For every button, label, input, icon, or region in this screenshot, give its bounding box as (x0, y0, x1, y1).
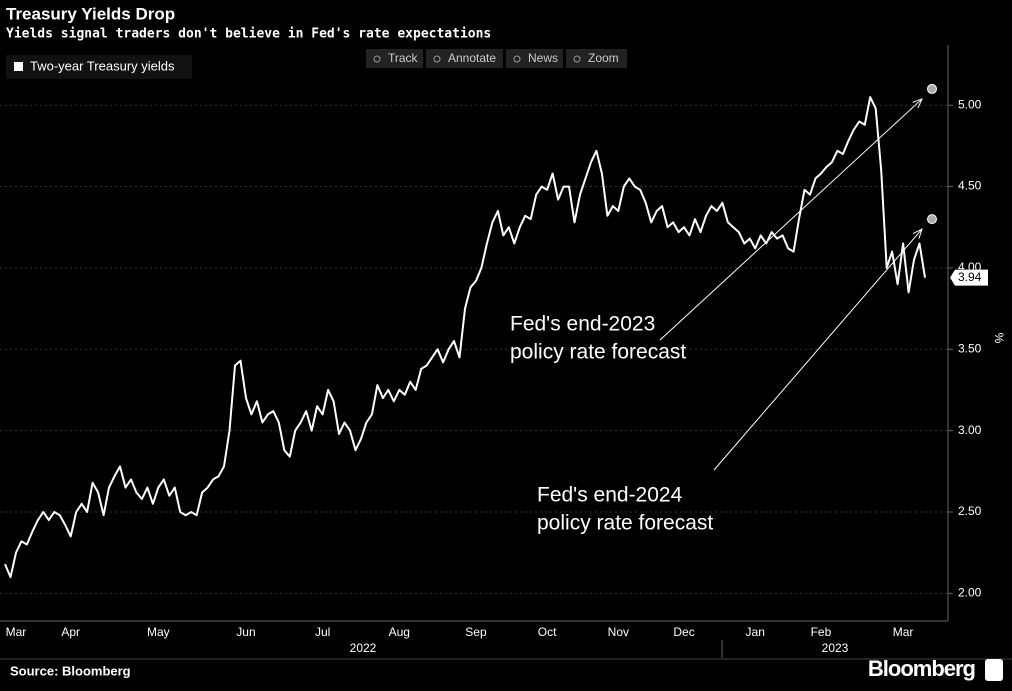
x-tick-label: Jul (315, 625, 330, 639)
year-label: 2023 (822, 641, 849, 655)
legend: Two-year Treasury yields (6, 55, 192, 79)
button-label: Track (388, 51, 419, 65)
year-label: 2022 (350, 641, 377, 655)
last-value-label: 3.94 (958, 270, 982, 284)
source: Source: Bloomberg (10, 663, 131, 678)
x-tick-label: Sep (465, 625, 487, 639)
button-icon (373, 55, 381, 63)
y-tick-label: 2.00 (958, 586, 982, 600)
y-tick-label: 3.00 (958, 423, 982, 437)
legend-swatch (14, 62, 23, 71)
button-bg (566, 49, 627, 68)
arrow-head (912, 98, 923, 109)
y-tick-label: 5.00 (958, 97, 982, 111)
toolbar-button[interactable]: Track (366, 49, 423, 68)
x-tick-label: Aug (389, 625, 410, 639)
button-icon (513, 55, 521, 63)
x-tick-label: Nov (608, 625, 629, 639)
series-line (4, 96, 926, 579)
y-tick-label: 3.50 (958, 341, 982, 355)
toolbar: Track Annotate News Zoom (366, 49, 627, 68)
annotation-arrow (659, 98, 923, 341)
forecast-point (927, 214, 937, 225)
x-tick-label: Oct (538, 625, 557, 639)
chart-title: Treasury Yields Drop (6, 4, 175, 23)
toolbar-button[interactable]: Zoom (566, 49, 627, 68)
button-bg (426, 49, 503, 68)
legend-box (6, 55, 192, 79)
brand-logo: Bloomberg (868, 656, 975, 681)
y-axis-label: % (992, 333, 1006, 344)
x-tick-label: Dec (673, 625, 694, 639)
x-tick-label: May (147, 625, 170, 639)
button-bg (366, 49, 423, 68)
x-tick-label: Feb (811, 625, 832, 639)
x-tick-label: Mar (893, 625, 914, 639)
last-value-box (950, 269, 988, 286)
annotation-text: policy rate forecast (537, 512, 713, 535)
y-tick-label: 2.50 (958, 504, 982, 518)
annotation-arrow (713, 228, 923, 471)
button-label: News (528, 51, 558, 65)
button-bg (506, 49, 563, 68)
legend-label: Two-year Treasury yields (30, 58, 175, 73)
annotation-text: Fed's end-2024 (537, 484, 683, 507)
annotation-text: policy rate forecast (510, 341, 686, 364)
annotation-text: Fed's end-2023 (510, 313, 655, 336)
button-label: Zoom (588, 51, 619, 65)
arrow-head (912, 228, 923, 239)
x-tick-label: Mar (6, 625, 27, 639)
chart-subtitle: Yields signal traders don't believe in F… (6, 27, 491, 42)
toolbar-button[interactable]: Annotate (426, 49, 503, 68)
x-tick-label: Apr (61, 625, 80, 639)
button-label: Annotate (448, 51, 496, 65)
button-icon (573, 55, 581, 63)
button-icon (433, 55, 441, 63)
x-tick-label: Jun (236, 625, 255, 639)
x-tick-label: Jan (746, 625, 765, 639)
y-tick-label: 4.50 (958, 179, 982, 193)
brand-icon (985, 659, 1003, 681)
forecast-point (927, 83, 937, 94)
toolbar-button[interactable]: News (506, 49, 563, 68)
